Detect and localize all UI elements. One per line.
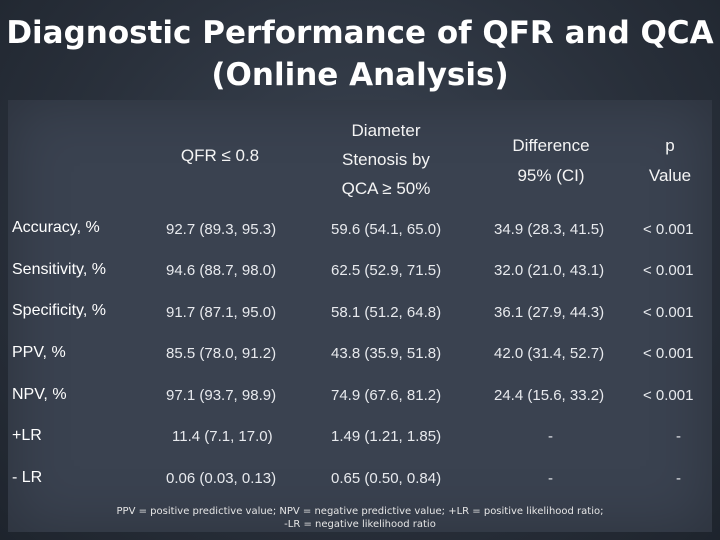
row-label-specificity: Specificity, %	[12, 302, 106, 319]
cell-sensitivity-qfr: 94.6 (88.7, 98.0)	[166, 262, 277, 279]
cell-plus-lr-diff: -	[548, 428, 553, 445]
header-p-line-1: p	[665, 136, 675, 155]
title-line-2: (Online Analysis)	[211, 57, 509, 93]
cell-plus-lr-qfr: 11.4 (7.1, 17.0)	[172, 428, 273, 445]
footnote: PPV = positive predictive value; NPV = n…	[0, 505, 720, 531]
cell-sensitivity-diff: 32.0 (21.0, 43.1)	[494, 262, 605, 279]
header-qfr: QFR ≤ 0.8	[180, 146, 260, 165]
cell-sensitivity-p: < 0.001	[643, 262, 694, 279]
cell-specificity-p: < 0.001	[643, 304, 694, 321]
cell-plus-lr-qca: 1.49 (1.21, 1.85)	[331, 428, 442, 445]
cell-minus-lr-diff: -	[548, 470, 553, 487]
cell-specificity-qca: 58.1 (51.2, 64.8)	[331, 304, 442, 321]
table-panel	[8, 100, 712, 532]
cell-npv-qfr: 97.1 (93.7, 98.9)	[166, 387, 277, 404]
cell-accuracy-diff: 34.9 (28.3, 41.5)	[494, 221, 605, 238]
cell-accuracy-qca: 59.6 (54.1, 65.0)	[331, 221, 442, 238]
row-label-minus-lr: - LR	[12, 469, 43, 486]
header-qca: Diameter Stenosis by QCA ≥ 50%	[318, 116, 454, 203]
cell-ppv-qfr: 85.5 (78.0, 91.2)	[166, 345, 277, 362]
cell-minus-lr-p: -	[676, 470, 681, 487]
header-qca-line-2: Stenosis by	[342, 150, 430, 169]
header-p-line-2: Value	[648, 166, 692, 185]
row-label-sensitivity: Sensitivity, %	[12, 261, 106, 278]
cell-ppv-p: < 0.001	[643, 345, 694, 362]
row-label-accuracy: Accuracy, %	[12, 219, 100, 236]
cell-npv-diff: 24.4 (15.6, 33.2)	[494, 387, 605, 404]
cell-npv-qca: 74.9 (67.6, 81.2)	[331, 387, 442, 404]
slide-title: Diagnostic Performance of QFR and QCA (O…	[0, 12, 720, 96]
cell-minus-lr-qca: 0.65 (0.50, 0.84)	[331, 470, 442, 487]
cell-accuracy-qfr: 92.7 (89.3, 95.3)	[166, 221, 277, 238]
header-difference-line-2: 95% (CI)	[517, 166, 585, 185]
header-qca-line-1: Diameter	[351, 121, 421, 140]
cell-ppv-qca: 43.8 (35.9, 51.8)	[331, 345, 442, 362]
cell-ppv-diff: 42.0 (31.4, 52.7)	[494, 345, 605, 362]
title-line-1: Diagnostic Performance of QFR and QCA	[6, 15, 714, 51]
cell-sensitivity-qca: 62.5 (52.9, 71.5)	[331, 262, 442, 279]
footnote-line-2: -LR = negative likelihood ratio	[284, 519, 436, 530]
row-label-plus-lr: +LR	[12, 427, 42, 444]
header-p-value: p Value	[630, 131, 710, 191]
footnote-line-1: PPV = positive predictive value; NPV = n…	[116, 506, 604, 517]
cell-accuracy-p: < 0.001	[643, 221, 694, 238]
header-difference-line-1: Difference	[512, 136, 590, 155]
cell-specificity-qfr: 91.7 (87.1, 95.0)	[166, 304, 277, 321]
row-label-ppv: PPV, %	[12, 344, 66, 361]
cell-specificity-diff: 36.1 (27.9, 44.3)	[494, 304, 605, 321]
cell-minus-lr-qfr: 0.06 (0.03, 0.13)	[166, 470, 277, 487]
cell-plus-lr-p: -	[676, 428, 681, 445]
header-difference: Difference 95% (CI)	[488, 131, 614, 191]
cell-npv-p: < 0.001	[643, 387, 694, 404]
row-label-npv: NPV, %	[12, 386, 67, 403]
header-qca-line-3: QCA ≥ 50%	[341, 179, 431, 198]
